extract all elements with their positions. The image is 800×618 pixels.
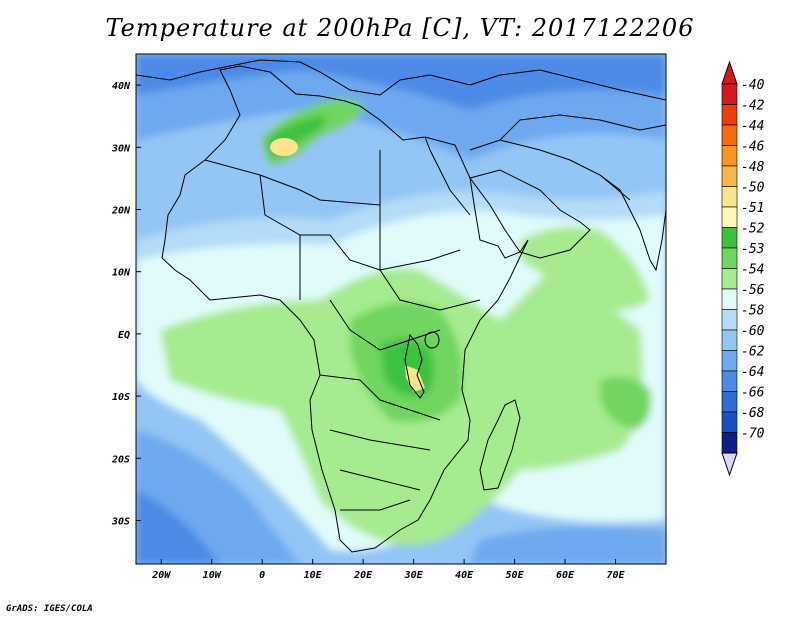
colorbar-swatch bbox=[721, 370, 738, 392]
colorbar-label: -56 bbox=[741, 283, 765, 298]
y-tick-label: 10S bbox=[112, 392, 130, 403]
x-tick-label: 20E bbox=[353, 570, 373, 581]
colorbar-under-arrow bbox=[721, 452, 738, 477]
colorbar-swatch bbox=[721, 104, 738, 126]
colorbar-swatch bbox=[721, 411, 738, 433]
colorbar-label: -40 bbox=[741, 78, 765, 93]
colorbar-swatch bbox=[721, 432, 738, 454]
y-tick-label: 20S bbox=[111, 454, 130, 465]
colorbar-swatch bbox=[721, 83, 738, 105]
x-tick-label: 0 bbox=[259, 570, 265, 581]
colorbar-label: -44 bbox=[741, 119, 764, 134]
colorbar-label: -52 bbox=[741, 222, 765, 237]
x-tick-label: 10W bbox=[203, 570, 222, 581]
colorbar-swatch bbox=[721, 350, 738, 372]
plot-frame bbox=[135, 53, 667, 565]
x-tick-label: 20W bbox=[151, 570, 171, 581]
colorbar-swatch bbox=[721, 391, 738, 413]
y-tick-label: 20N bbox=[111, 205, 131, 216]
colorbar-swatch bbox=[721, 145, 738, 167]
colorbar-swatch bbox=[721, 165, 738, 187]
y-tick-label: 30N bbox=[111, 143, 131, 154]
colorbar-over-arrow bbox=[721, 60, 738, 85]
colorbar-swatch bbox=[721, 124, 738, 146]
temperature-field bbox=[136, 54, 666, 564]
y-tick-label: 10N bbox=[112, 268, 131, 279]
colorbar-swatch bbox=[721, 206, 738, 228]
colorbar-label: -54 bbox=[741, 263, 764, 278]
colorbar-swatch bbox=[721, 186, 738, 208]
colorbar-swatch bbox=[721, 329, 738, 351]
warm-core-lake-tanganyika bbox=[405, 365, 425, 392]
colorbar-swatch bbox=[721, 288, 738, 310]
colorbar-label: -68 bbox=[741, 406, 765, 421]
x-tick-label: 50E bbox=[506, 570, 525, 581]
colorbar-label: -42 bbox=[741, 99, 765, 114]
x-tick-label: 10E bbox=[304, 570, 323, 581]
map-title: Temperature at 200hPa [C], VT: 201712220… bbox=[105, 14, 695, 42]
colorbar: -40 -42 -44 -46 -48 -50 -51 -52 -53 -54 -56 -58 -60 -… bbox=[721, 60, 765, 477]
x-tick-label: 30E bbox=[404, 570, 424, 581]
warm-core-northwest bbox=[270, 138, 298, 156]
y-tick-label: EQ bbox=[118, 330, 130, 341]
colorbar-label: -58 bbox=[741, 304, 765, 319]
colorbar-label: -66 bbox=[741, 386, 765, 401]
y-tick-label: 30S bbox=[111, 516, 130, 527]
colorbar-label: -50 bbox=[741, 181, 765, 196]
colorbar-label: -62 bbox=[741, 345, 765, 360]
x-axis: 20W 10W 0 10E 20E 30E 40E 50E 60E 70E bbox=[151, 559, 626, 581]
colorbar-swatch bbox=[721, 227, 738, 249]
colorbar-label: -51 bbox=[741, 201, 764, 216]
y-tick-label: 40N bbox=[112, 81, 131, 92]
coastlines bbox=[136, 59, 666, 553]
x-tick-label: 40E bbox=[455, 570, 474, 581]
y-axis: 40N 30N 20N 10N EQ 10S 20S 30S bbox=[111, 81, 141, 527]
x-tick-label: 70E bbox=[606, 570, 625, 581]
grads-credit: GrADS: IGES/COLA bbox=[6, 604, 93, 614]
colorbar-swatch bbox=[721, 247, 738, 269]
colorbar-label: -60 bbox=[741, 324, 765, 339]
colorbar-label: -48 bbox=[741, 160, 765, 175]
colorbar-swatch bbox=[721, 268, 738, 290]
colorbar-label: -53 bbox=[741, 242, 764, 257]
colorbar-swatch bbox=[721, 309, 738, 331]
colorbar-label: -64 bbox=[741, 365, 764, 380]
colorbar-label: -46 bbox=[741, 140, 765, 155]
colorbar-label: -70 bbox=[741, 427, 765, 442]
x-tick-label: 60E bbox=[556, 570, 575, 581]
